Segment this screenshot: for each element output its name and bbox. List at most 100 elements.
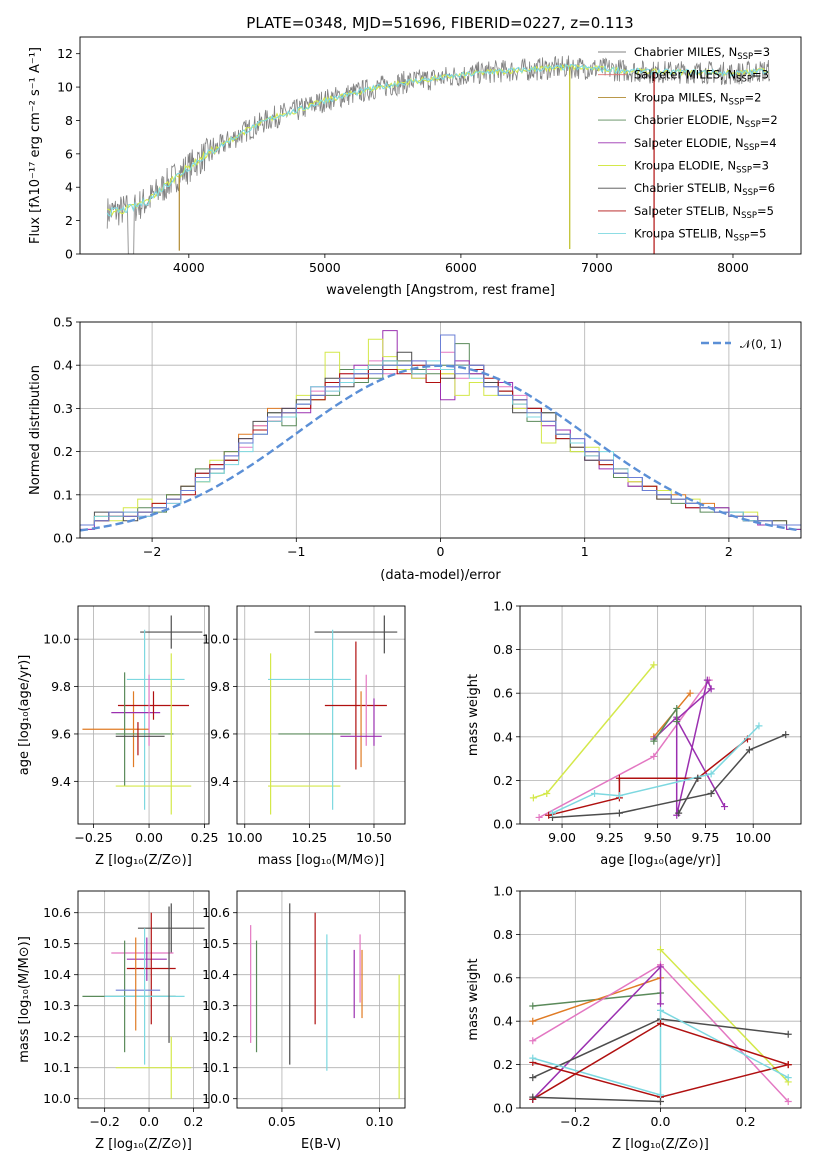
weight-marker: [650, 752, 658, 760]
weight_vs_age-series: [529, 661, 790, 821]
age_vs_mass-xlabel: mass [log₁₀(M/M⊙)]: [258, 853, 385, 868]
y-tick-label: 0.4: [53, 358, 73, 373]
age_vs_Z-points: [82, 615, 203, 815]
weight-marker: [657, 946, 664, 954]
spectrum-lines: [106, 55, 771, 254]
y-tick-label: 9.6: [210, 726, 230, 741]
x-tick-label: −2: [143, 544, 161, 559]
age_vs_mass-grid: [237, 606, 405, 824]
weight-marker: [657, 1000, 664, 1008]
weight-marker: [529, 1093, 537, 1101]
mass_vs_Z-ylabel: mass [log₁₀(M/M⊙)]: [17, 936, 32, 1063]
y-tick-label: 10.5: [202, 936, 230, 951]
spectrum-legend: Chabrier MILES, NSSP=3 Salpeter MILES, NS…: [598, 45, 778, 244]
weight-marker: [615, 792, 623, 800]
weight-marker: [694, 774, 702, 782]
mass_vs_ebv-xlabel: E(B-V): [301, 1137, 341, 1152]
weight-marker: [650, 737, 658, 745]
y-tick-label: 0.2: [53, 444, 73, 459]
y-tick-label: 2: [65, 213, 73, 228]
spectrum-model-1: [106, 63, 769, 217]
x-tick-label: 0.0: [139, 1114, 159, 1129]
mass_vs_Z-frame: [77, 890, 210, 1109]
x-tick-label: 0.00: [135, 830, 163, 845]
y-tick-label: 0: [65, 247, 73, 262]
y-tick-label: 0.6: [493, 686, 513, 701]
x-tick-label: 2: [725, 544, 733, 559]
weight_vs_age-frame: [519, 605, 802, 825]
y-tick-label: 10.0: [43, 1091, 71, 1106]
weight-line: [678, 777, 699, 814]
x-tick-label: 7000: [581, 260, 613, 275]
y-tick-label: 10.4: [43, 967, 71, 982]
x-tick-label: 1: [581, 544, 589, 559]
y-tick-label: 6: [65, 146, 73, 161]
y-tick-label: 10.6: [202, 905, 230, 920]
mass_vs_Z-axes: −0.2 0.0 0.2 10.0 10.1 10.2 10.3 10.4 10.5 10.6: [43, 891, 209, 1129]
weight-marker: [657, 1006, 664, 1014]
x-tick-label: 0.2: [184, 1114, 204, 1129]
weight-marker: [784, 1097, 792, 1105]
weight-marker: [745, 746, 753, 754]
legend-label-normal: 𝒩(0, 1): [740, 337, 782, 351]
y-tick-label: 1.0: [493, 599, 513, 614]
legend-label: Kroupa MILES, NSSP=2: [634, 90, 761, 107]
figure-title: PLATE=0348, MJD=51696, FIBERID=0227, z=0…: [246, 14, 633, 32]
y-tick-label: 0.8: [493, 642, 513, 657]
weight-marker: [721, 803, 729, 811]
y-tick-label: 10.0: [202, 1091, 230, 1106]
weight-marker: [529, 1002, 537, 1010]
weight-marker: [675, 809, 683, 817]
age_vs_mass-frame: [236, 605, 406, 825]
y-tick-label: 10: [57, 80, 73, 95]
y-tick-label: 10.4: [202, 967, 230, 982]
weight_vs_age-xlabel: age [log₁₀(age/yr)]: [600, 853, 721, 868]
weight-marker: [535, 813, 543, 821]
x-tick-label: 4000: [173, 260, 205, 275]
y-tick-label: 10.1: [202, 1060, 230, 1075]
mass_vs_Z-grid: [78, 891, 209, 1108]
weight-marker: [657, 1097, 664, 1105]
weight-line: [532, 1096, 661, 1103]
y-tick-label: 9.8: [210, 679, 230, 694]
y-tick-label: 10.3: [202, 998, 230, 1013]
weight-marker: [782, 731, 790, 739]
legend-label: Salpeter MILES, NSSP=3: [634, 68, 769, 85]
histogram-series: [80, 334, 801, 538]
weight-marker: [657, 1091, 664, 1099]
spectrum-xlabel: wavelength [Angstrom, rest frame]: [326, 283, 555, 298]
y-tick-label: 9.8: [51, 679, 71, 694]
y-tick-label: 1.0: [493, 884, 513, 899]
y-tick-label: 0.2: [493, 773, 513, 788]
age_vs_Z-frame: [77, 605, 210, 825]
spectrum-frame: [79, 36, 802, 255]
mass_vs_ebv-frame: [236, 890, 406, 1109]
y-tick-label: 10.6: [43, 905, 71, 920]
x-tick-label: 9.50: [644, 830, 672, 845]
x-tick-label: 0.2: [736, 1114, 756, 1129]
x-tick-label: 10.50: [356, 830, 392, 845]
y-tick-label: 10.2: [202, 1029, 230, 1044]
y-tick-label: 10.5: [43, 936, 71, 951]
weight-marker: [707, 789, 715, 797]
weight-marker: [703, 676, 711, 684]
weight-marker: [784, 1030, 792, 1038]
x-tick-label: 10.25: [291, 830, 327, 845]
y-tick-label: 10.0: [43, 632, 71, 647]
weight-marker: [673, 704, 681, 712]
y-tick-label: 10.2: [43, 1029, 71, 1044]
legend-label: Salpeter ELODIE, NSSP=4: [634, 136, 777, 153]
x-tick-label: 10.00: [735, 830, 771, 845]
weight-marker: [591, 789, 599, 797]
legend-label: Chabrier ELODIE, NSSP=2: [634, 113, 778, 130]
x-tick-label: 8000: [717, 260, 749, 275]
legend-label: Chabrier STELIB, NSSP=6: [634, 181, 775, 198]
y-tick-label: 10.1: [43, 1060, 71, 1075]
y-tick-label: 10.0: [202, 632, 230, 647]
mass_vs_Z-xlabel: Z [log₁₀(Z/Z⊙)]: [95, 1137, 192, 1152]
x-tick-label: −1: [287, 544, 305, 559]
x-tick-label: −0.2: [560, 1114, 590, 1129]
weight-marker: [707, 770, 715, 778]
residuals-frame: [79, 321, 802, 539]
y-tick-label: 9.6: [51, 726, 71, 741]
